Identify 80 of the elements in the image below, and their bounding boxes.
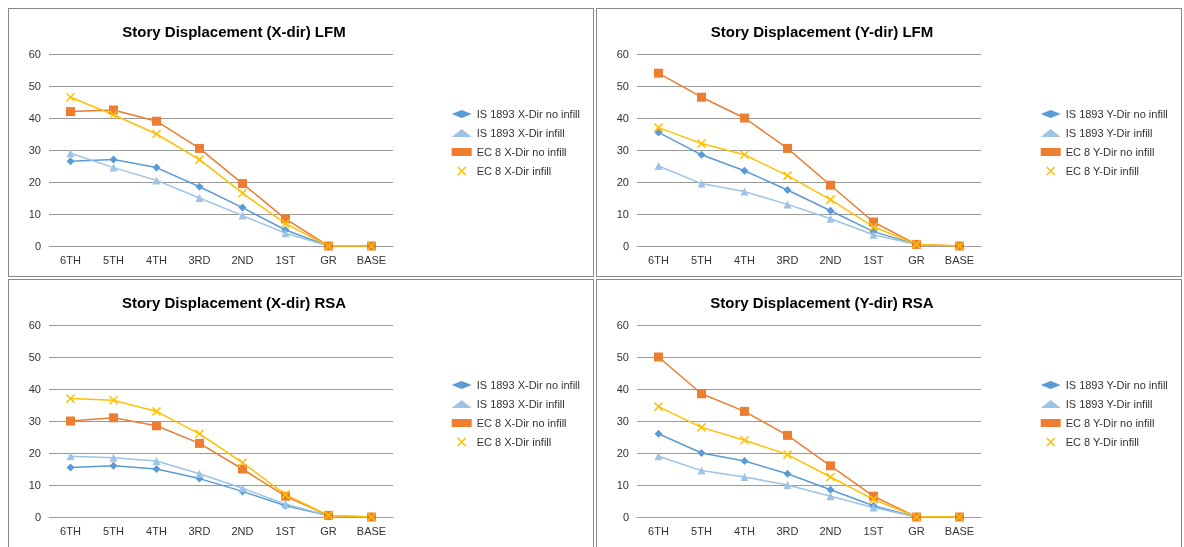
- legend-label: IS 1893 X-Dir infill: [476, 398, 565, 410]
- y-tick-label: 30: [28, 144, 41, 156]
- y-tick-label: 50: [28, 351, 41, 363]
- legend-label: EC 8 X-Dir no infill: [476, 417, 567, 429]
- x-tick-label: 5TH: [103, 253, 124, 266]
- x-tick-label: 5TH: [103, 524, 124, 537]
- y-tick-label: 30: [616, 144, 629, 156]
- chart-title: Story Displacement (X-dir) LFM: [122, 23, 346, 40]
- y-tick-label: 50: [616, 351, 629, 363]
- x-tick-label: 2ND: [231, 524, 254, 537]
- x-tick-label: 2ND: [231, 253, 254, 266]
- y-tick-label: 50: [28, 80, 41, 92]
- legend-label: IS 1893 Y-Dir infill: [1065, 127, 1153, 139]
- x-tick-label: GR: [320, 524, 337, 537]
- x-tick-label: 6TH: [648, 524, 669, 537]
- y-tick-label: 50: [616, 80, 629, 92]
- chart-title: Story Displacement (Y-dir) LFM: [710, 23, 934, 40]
- y-tick-label: 0: [622, 240, 629, 252]
- y-tick-label: 20: [616, 176, 629, 188]
- y-tick-label: 20: [28, 176, 41, 188]
- y-tick-label: 0: [34, 240, 41, 252]
- x-tick-label: BASE: [944, 524, 975, 537]
- legend-label: IS 1893 X-Dir no infill: [476, 108, 580, 120]
- x-tick-label: 3RD: [776, 253, 799, 266]
- legend-label: IS 1893 Y-Dir no infill: [1065, 379, 1168, 391]
- x-tick-label: 1ST: [863, 253, 884, 266]
- x-tick-label: 1ST: [863, 524, 884, 537]
- legend-label: IS 1893 Y-Dir no infill: [1065, 108, 1168, 120]
- legend-label: EC 8 X-Dir infill: [476, 165, 552, 177]
- legend-label: EC 8 X-Dir infill: [476, 436, 552, 448]
- y-tick-label: 60: [28, 319, 41, 331]
- chart-title: Story Displacement (Y-dir) RSA: [710, 294, 934, 311]
- x-tick-label: 2ND: [819, 524, 842, 537]
- x-tick-label: 4TH: [734, 524, 755, 537]
- x-tick-label: 2ND: [819, 253, 842, 266]
- y-tick-label: 20: [28, 447, 41, 459]
- legend-label: EC 8 Y-Dir infill: [1065, 436, 1140, 448]
- y-tick-label: 40: [28, 112, 41, 124]
- y-tick-label: 40: [28, 383, 41, 395]
- x-tick-label: 6TH: [60, 524, 81, 537]
- x-tick-label: GR: [320, 253, 337, 266]
- y-tick-label: 10: [28, 208, 41, 220]
- x-tick-label: 3RD: [188, 524, 211, 537]
- x-tick-label: BASE: [944, 253, 975, 266]
- y-tick-label: 10: [616, 479, 629, 491]
- x-tick-label: BASE: [356, 253, 387, 266]
- y-tick-label: 30: [28, 415, 41, 427]
- legend-label: EC 8 Y-Dir infill: [1065, 165, 1140, 177]
- y-tick-label: 20: [616, 447, 629, 459]
- x-tick-label: 4TH: [734, 253, 755, 266]
- legend-label: EC 8 Y-Dir no infill: [1065, 417, 1155, 429]
- chart-title: Story Displacement (X-dir) RSA: [121, 294, 347, 311]
- y-tick-label: 0: [622, 511, 629, 523]
- x-tick-label: GR: [908, 524, 925, 537]
- y-tick-label: 10: [616, 208, 629, 220]
- y-tick-label: 30: [616, 415, 629, 427]
- y-tick-label: 60: [616, 48, 629, 60]
- legend-label: IS 1893 Y-Dir infill: [1065, 398, 1153, 410]
- x-tick-label: 4TH: [146, 524, 167, 537]
- legend-label: IS 1893 X-Dir infill: [476, 127, 565, 139]
- legend-label: EC 8 Y-Dir no infill: [1065, 146, 1155, 158]
- y-tick-label: 40: [616, 383, 629, 395]
- x-tick-label: 6TH: [648, 253, 669, 266]
- y-tick-label: 60: [616, 319, 629, 331]
- y-tick-label: 40: [616, 112, 629, 124]
- legend-label: IS 1893 X-Dir no infill: [476, 379, 580, 391]
- legend-label: EC 8 X-Dir no infill: [476, 146, 567, 158]
- x-tick-label: 4TH: [146, 253, 167, 266]
- x-tick-label: 5TH: [691, 253, 712, 266]
- x-tick-label: BASE: [356, 524, 387, 537]
- y-tick-label: 0: [34, 511, 41, 523]
- x-tick-label: 1ST: [275, 253, 296, 266]
- y-tick-label: 60: [28, 48, 41, 60]
- x-tick-label: 6TH: [60, 253, 81, 266]
- y-tick-label: 10: [28, 479, 41, 491]
- x-tick-label: 3RD: [776, 524, 799, 537]
- x-tick-label: 3RD: [188, 253, 211, 266]
- x-tick-label: 1ST: [275, 524, 296, 537]
- x-tick-label: 5TH: [691, 524, 712, 537]
- x-tick-label: GR: [908, 253, 925, 266]
